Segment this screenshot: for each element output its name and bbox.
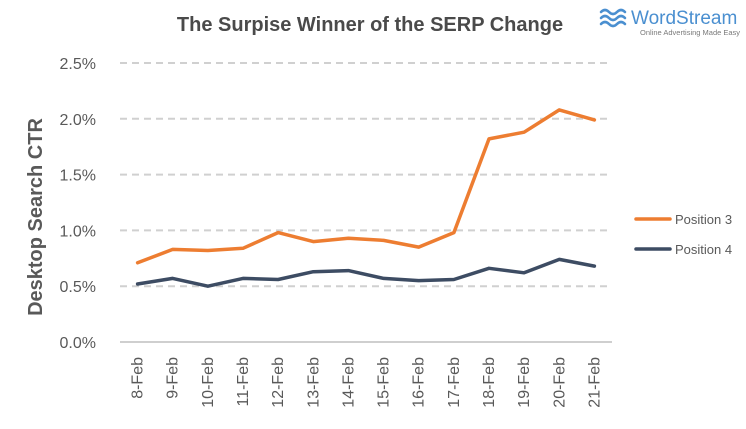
series-line-1 <box>135 108 597 265</box>
y-tick-label: 0.0% <box>60 335 96 352</box>
brand-tagline: Online Advertising Made Easy <box>640 28 740 37</box>
x-tick-label: 11-Feb <box>235 357 252 407</box>
x-tick-label: 15-Feb <box>376 357 393 408</box>
y-tick-label: 2.5% <box>60 56 96 73</box>
y-tick-label: 2.0% <box>60 112 96 129</box>
brand-logo[interactable]: WordStream Online Advertising Made Easy <box>599 8 740 37</box>
x-tick-label: 17-Feb <box>446 357 463 408</box>
brand-name: WordStream <box>631 8 737 29</box>
series-lines <box>135 108 597 288</box>
x-tick-label: 13-Feb <box>305 357 322 408</box>
x-axis-ticks: 8-Feb 9-Feb 10-Feb 11-Feb 12-Feb 13-Feb 14-Feb… <box>130 357 604 408</box>
gridlines <box>120 62 612 343</box>
series-line-2 <box>135 257 597 288</box>
x-tick-label: 18-Feb <box>481 357 498 408</box>
y-axis-ticks: 0.0% 0.5% 1.0% 1.5% 2.0% 2.5% <box>60 56 96 352</box>
x-tick-label: 8-Feb <box>130 357 147 399</box>
wave-logo-icon <box>599 8 627 28</box>
x-tick-label: 12-Feb <box>270 357 287 408</box>
x-tick-label: 20-Feb <box>551 357 568 408</box>
legend-label: Position 3 <box>675 212 732 227</box>
x-tick-label: 10-Feb <box>200 357 217 408</box>
y-tick-label: 0.5% <box>60 279 96 296</box>
x-tick-label: 19-Feb <box>516 357 533 408</box>
x-tick-label: 14-Feb <box>340 357 357 408</box>
x-tick-label: 9-Feb <box>165 357 182 399</box>
legend-label: Position 4 <box>675 242 732 257</box>
y-axis-label: Desktop Search CTR <box>25 118 47 316</box>
x-tick-label: 21-Feb <box>586 357 603 408</box>
chart-title: The Surpise Winner of the SERP Change <box>177 14 563 36</box>
y-tick-label: 1.5% <box>60 168 96 185</box>
x-tick-label: 16-Feb <box>411 357 428 408</box>
y-tick-label: 1.0% <box>60 223 96 240</box>
legend: Position 3 Position 4 <box>634 212 732 257</box>
